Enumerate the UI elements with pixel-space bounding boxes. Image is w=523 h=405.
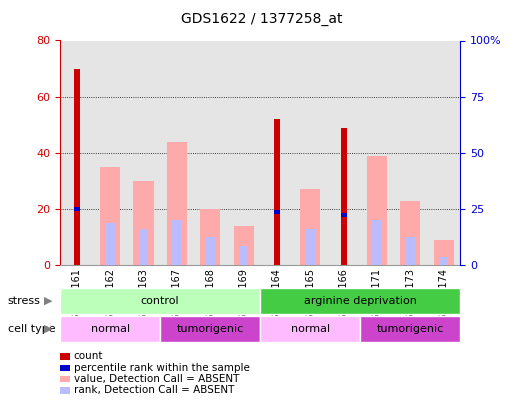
Bar xyxy=(100,167,120,265)
Bar xyxy=(360,316,460,342)
Bar xyxy=(260,40,293,265)
Bar xyxy=(206,237,214,265)
Bar xyxy=(427,40,460,265)
Bar xyxy=(274,210,280,214)
Bar xyxy=(160,316,260,342)
Text: rank, Detection Call = ABSENT: rank, Detection Call = ABSENT xyxy=(74,386,234,395)
Text: control: control xyxy=(141,296,179,306)
Text: tumorigenic: tumorigenic xyxy=(177,324,244,334)
Bar xyxy=(260,316,360,342)
Bar xyxy=(200,209,220,265)
Text: normal: normal xyxy=(90,324,130,334)
Text: value, Detection Call = ABSENT: value, Detection Call = ABSENT xyxy=(74,374,239,384)
Bar xyxy=(173,220,181,265)
Text: percentile rank within the sample: percentile rank within the sample xyxy=(74,363,249,373)
Bar xyxy=(372,220,381,265)
Bar xyxy=(194,40,227,265)
Bar xyxy=(239,245,248,265)
Bar xyxy=(300,190,320,265)
Bar xyxy=(233,226,254,265)
Bar xyxy=(167,142,187,265)
Text: tumorigenic: tumorigenic xyxy=(377,324,444,334)
Bar xyxy=(327,40,360,265)
Bar xyxy=(227,40,260,265)
Bar xyxy=(400,200,420,265)
Bar xyxy=(74,207,80,211)
Bar xyxy=(367,156,387,265)
Bar xyxy=(133,181,154,265)
Text: GDS1622 / 1377258_at: GDS1622 / 1377258_at xyxy=(181,12,342,26)
Bar xyxy=(60,40,94,265)
Bar xyxy=(127,40,160,265)
Bar xyxy=(260,288,460,314)
Bar xyxy=(360,40,393,265)
Text: cell type: cell type xyxy=(8,324,55,334)
Text: normal: normal xyxy=(291,324,330,334)
Bar xyxy=(94,40,127,265)
Bar xyxy=(274,119,280,265)
Bar xyxy=(106,223,115,265)
Bar xyxy=(74,68,80,265)
Bar xyxy=(340,213,347,217)
Text: count: count xyxy=(74,352,103,361)
Bar xyxy=(139,229,148,265)
Bar xyxy=(306,229,315,265)
Bar xyxy=(160,40,194,265)
Bar xyxy=(434,240,453,265)
Text: arginine deprivation: arginine deprivation xyxy=(304,296,417,306)
Bar xyxy=(394,40,427,265)
Bar xyxy=(439,257,448,265)
Text: ▶: ▶ xyxy=(44,324,53,334)
Text: ▶: ▶ xyxy=(44,296,53,306)
Bar xyxy=(293,40,327,265)
Bar xyxy=(60,316,160,342)
Text: stress: stress xyxy=(8,296,41,306)
Bar xyxy=(60,288,260,314)
Bar xyxy=(406,237,415,265)
Bar xyxy=(340,128,347,265)
